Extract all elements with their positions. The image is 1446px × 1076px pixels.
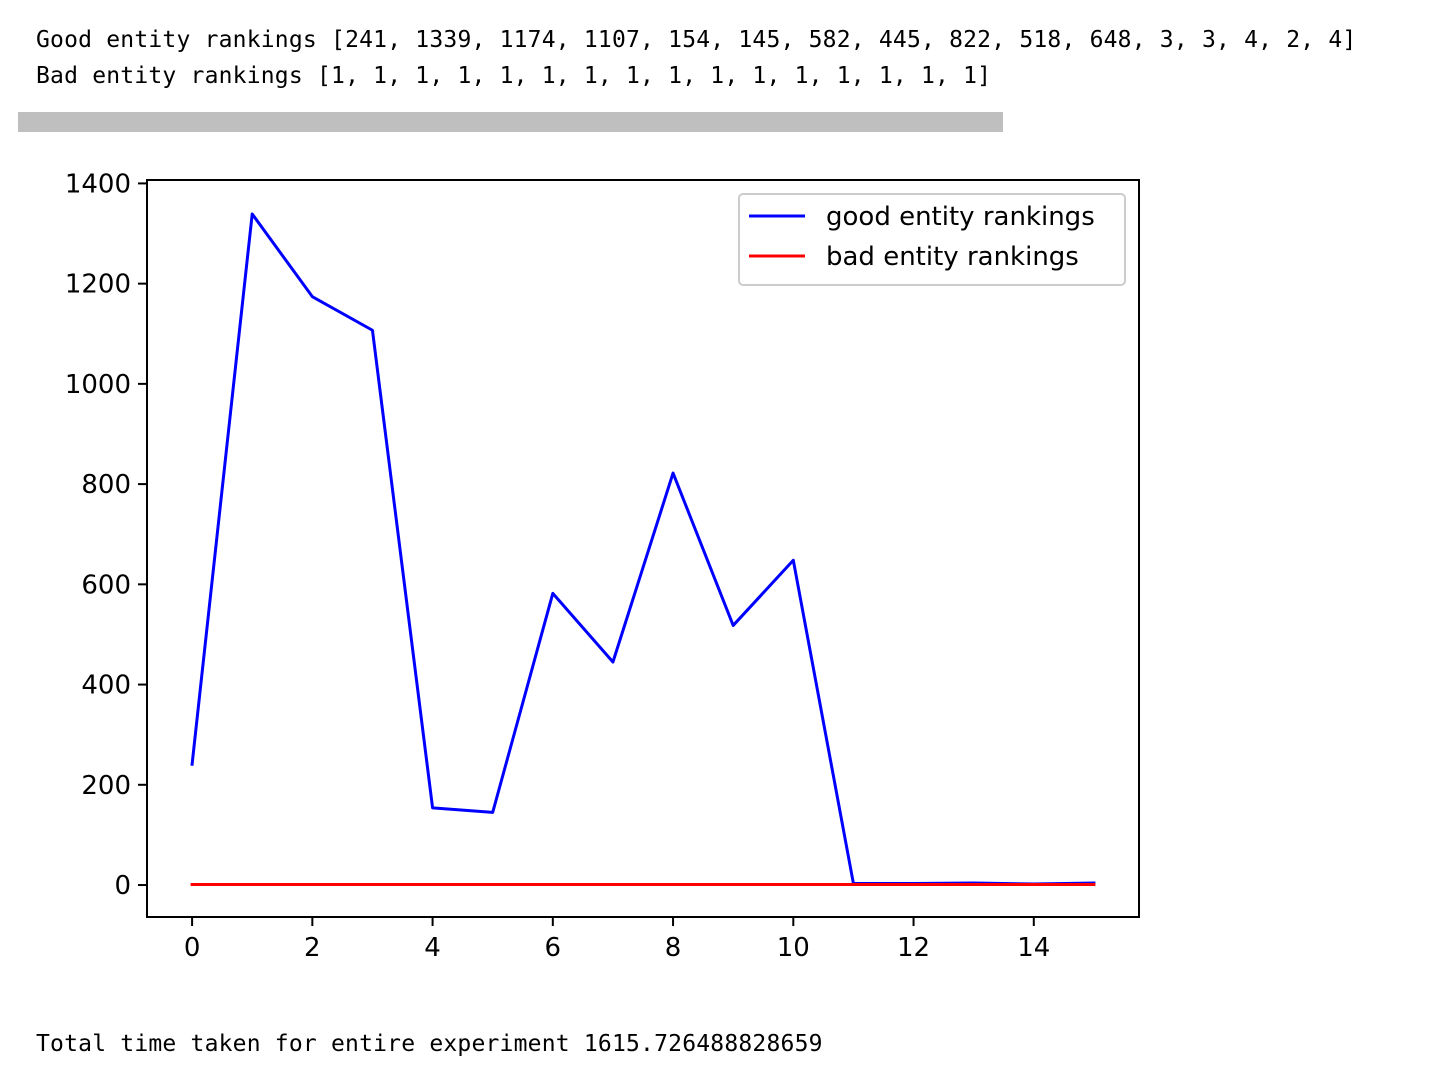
progress-bar (18, 112, 1003, 132)
x-tick-label: 4 (424, 933, 441, 963)
y-tick-label: 200 (81, 771, 131, 801)
total-time-label: Total time taken for entire experiment (36, 1031, 570, 1057)
total-time-value: 1615.726488828659 (583, 1031, 823, 1057)
legend-label: bad entity rankings (826, 242, 1079, 272)
rankings-line-chart: 0 2 4 6 8 10 12 14 0 200 400 600 800 1000 1200 1400 good… (65, 169, 1140, 963)
legend-label: good entity rankings (826, 202, 1095, 232)
x-tick-label: 8 (665, 933, 682, 963)
plot-frame (146, 179, 1140, 918)
y-tick-label: 600 (81, 570, 131, 600)
x-tick-label: 12 (897, 933, 930, 963)
x-tick-label: 14 (1017, 933, 1050, 963)
x-tick-label: 0 (184, 933, 201, 963)
y-tick-label: 800 (81, 470, 131, 500)
bad-rankings-list: [1, 1, 1, 1, 1, 1, 1, 1, 1, 1, 1, 1, 1, … (316, 63, 992, 89)
good-rankings-list: [241, 1339, 1174, 1107, 154, 145, 582, 4… (331, 27, 1357, 53)
y-tick-label: 1200 (65, 270, 131, 300)
bad-rankings-output: Bad entity rankings [1, 1, 1, 1, 1, 1, 1… (36, 62, 991, 90)
total-time-output: Total time taken for entire experiment 1… (36, 1030, 823, 1058)
legend-box (738, 193, 1126, 286)
x-tick-label: 6 (545, 933, 562, 963)
x-tick-label: 10 (777, 933, 810, 963)
progress-bar-fill (18, 112, 1003, 132)
y-tick-label: 0 (114, 871, 131, 901)
y-tick-label: 1000 (65, 370, 131, 400)
series-line-good (190, 212, 1096, 886)
good-rankings-output: Good entity rankings [241, 1339, 1174, 1… (36, 26, 1356, 54)
bad-rankings-label: Bad entity rankings (36, 63, 303, 89)
y-tick-label: 400 (81, 671, 131, 701)
y-tick-label: 1400 (65, 169, 131, 199)
good-rankings-label: Good entity rankings (36, 27, 317, 53)
x-tick-label: 2 (304, 933, 321, 963)
